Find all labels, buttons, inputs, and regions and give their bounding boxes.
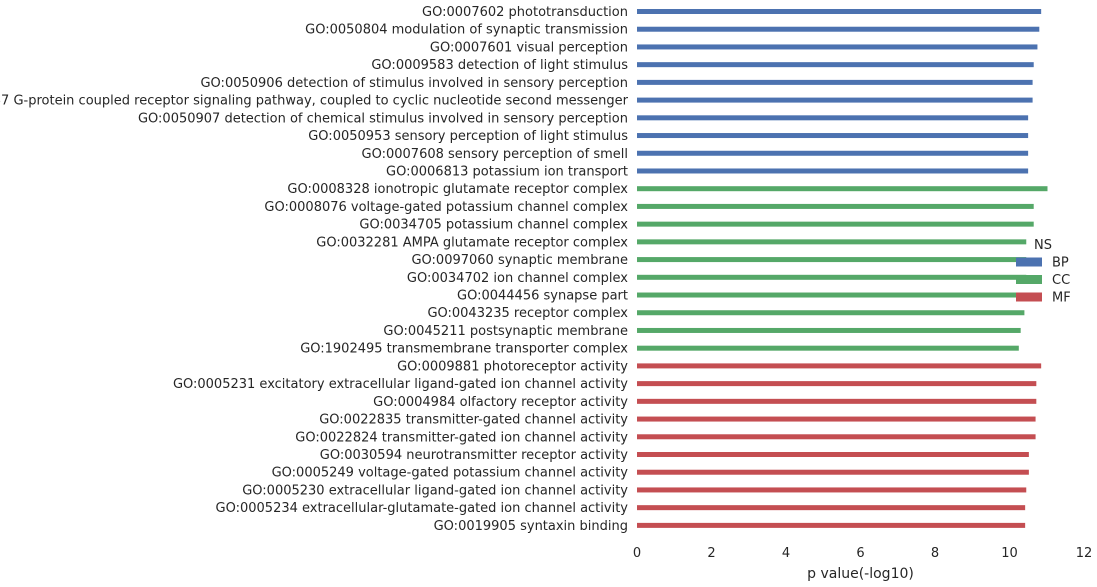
- category-label: GO:0007187 G-protein coupled receptor si…: [0, 94, 629, 109]
- legend-label-bp: BP: [1052, 256, 1069, 271]
- bar-mf: [637, 381, 1037, 387]
- category-label: GO:0005230 extracellular ligand-gated io…: [242, 483, 628, 498]
- bar-bp: [637, 79, 1033, 85]
- bar-mf: [637, 398, 1037, 404]
- category-label: GO:0009881 photoreceptor activity: [397, 359, 628, 374]
- bar-bp: [637, 44, 1038, 50]
- category-label: GO:0022835 transmitter-gated channel act…: [319, 413, 628, 428]
- bar-cc: [637, 310, 1025, 316]
- bar-cc: [637, 221, 1034, 227]
- x-tick-label: 8: [931, 546, 939, 561]
- category-label: GO:0007602 phototransduction: [422, 5, 628, 20]
- legend-label-cc: CC: [1052, 273, 1070, 288]
- bar-mf: [637, 363, 1042, 369]
- legend-swatch-mf: [1016, 292, 1042, 302]
- category-label: GO:1902495 transmembrane transporter com…: [300, 342, 628, 357]
- bar-cc: [637, 203, 1034, 209]
- bar-cc: [637, 239, 1027, 245]
- bar-bp: [637, 115, 1029, 121]
- legend-title: NS: [1034, 238, 1052, 253]
- legend-swatch-cc: [1016, 275, 1042, 284]
- category-label: GO:0050907 detection of chemical stimulu…: [138, 111, 628, 126]
- category-label: GO:0005231 excitatory extracellular liga…: [173, 377, 628, 392]
- x-axis: 0 2 4 6 8 10 12: [633, 546, 1092, 561]
- bar-mf: [637, 487, 1027, 493]
- bar-mf: [637, 452, 1029, 457]
- x-tick-label: 4: [782, 546, 790, 561]
- category-label: GO:0030594 neurotransmitter receptor act…: [320, 448, 629, 463]
- category-label: GO:0006813 potassium ion transport: [386, 164, 628, 179]
- x-tick-label: 12: [1076, 546, 1093, 561]
- legend-label-mf: MF: [1052, 291, 1071, 306]
- bar-mf: [637, 505, 1026, 511]
- bar-bp: [637, 133, 1029, 139]
- category-label: GO:0032281 AMPA glutamate receptor compl…: [316, 235, 628, 250]
- bar-cc: [637, 274, 1027, 280]
- category-label: GO:0034705 potassium channel complex: [359, 218, 628, 233]
- bar-mf: [637, 416, 1036, 422]
- category-label: GO:0034702 ion channel complex: [407, 271, 628, 286]
- category-label: GO:0007608 sensory perception of smell: [362, 147, 628, 162]
- category-label: GO:0044456 synapse part: [457, 289, 628, 304]
- category-label: GO:0045211 postsynaptic membrane: [383, 324, 628, 339]
- x-tick-label: 0: [633, 546, 641, 561]
- x-axis-title: p value(-log10): [807, 566, 914, 582]
- category-label: GO:0019905 syntaxin binding: [434, 519, 628, 534]
- category-label: GO:0007601 visual perception: [430, 40, 628, 55]
- category-label: GO:0008076 voltage-gated potassium chann…: [264, 200, 628, 215]
- category-label: GO:0050906 detection of stimulus involve…: [200, 76, 628, 91]
- bar-mf: [637, 469, 1029, 475]
- category-label: GO:0097060 synaptic membrane: [411, 253, 628, 268]
- x-tick-label: 6: [856, 546, 864, 561]
- bar-mf: [637, 434, 1036, 440]
- bar-bp: [637, 62, 1034, 68]
- bar-bp: [637, 97, 1033, 103]
- category-label: GO:0043235 receptor complex: [427, 306, 628, 321]
- bar-bp: [637, 9, 1042, 14]
- bar-bp: [637, 26, 1040, 32]
- bar-cc: [637, 327, 1021, 333]
- category-label: GO:0005234 extracellular-glutamate-gated…: [216, 501, 629, 516]
- category-label: GO:0004984 olfactory receptor activity: [373, 395, 628, 410]
- category-label: GO:0008328 ionotropic glutamate receptor…: [287, 182, 628, 197]
- category-label: GO:0022824 transmitter-gated ion channel…: [295, 430, 628, 445]
- category-label: GO:0005249 voltage-gated potassium chann…: [272, 466, 629, 481]
- bar-cc: [637, 186, 1048, 192]
- x-tick-label: 2: [707, 546, 715, 561]
- bar-bp: [637, 168, 1029, 174]
- category-label: GO:0050953 sensory perception of light s…: [308, 129, 628, 144]
- category-labels: GO:0007602 phototransduction GO:0050804 m…: [0, 5, 629, 534]
- bar-cc: [637, 257, 1027, 263]
- bar-bp: [637, 150, 1029, 156]
- category-label: GO:0009583 detection of light stimulus: [371, 58, 628, 73]
- bar-mf: [637, 522, 1026, 528]
- bar-cc: [637, 345, 1019, 351]
- legend-swatch-bp: [1016, 257, 1042, 267]
- bars-layer: [637, 9, 1048, 528]
- x-tick-label: 10: [1001, 546, 1018, 561]
- category-label: GO:0050804 modulation of synaptic transm…: [305, 23, 628, 38]
- bar-cc: [637, 292, 1027, 298]
